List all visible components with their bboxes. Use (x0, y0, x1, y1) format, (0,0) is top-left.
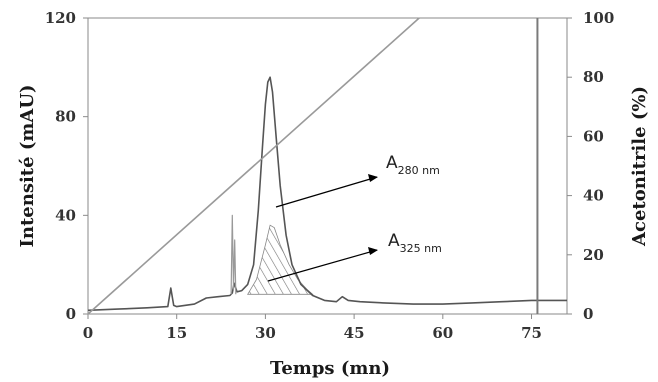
annotation-label-a280: A280 nm (386, 153, 440, 177)
x-axis-title: Temps (mn) (270, 358, 390, 379)
y-tick-label: 120 (45, 9, 76, 27)
annotation-a325-letter: A (388, 231, 400, 251)
y-tick-label: 40 (55, 206, 76, 224)
annotation-a325: A325 nm (267, 231, 442, 282)
x-tick-label: 75 (521, 324, 542, 342)
a325-spike-trace (230, 214, 237, 295)
y2-tick-label: 100 (583, 9, 614, 27)
y2-axis-title: Acetonitrile (%) (629, 86, 650, 247)
y-axis-title: Intensité (mAU) (17, 84, 38, 247)
x-tick-label: 45 (344, 324, 365, 342)
y2-tick-label: 80 (583, 68, 604, 86)
y2-tick-label: 0 (583, 305, 593, 323)
a280-trace (87, 76, 567, 312)
y2-tick-label: 20 (583, 246, 604, 264)
arrow-a325 (267, 249, 378, 282)
x-tick-label: 30 (255, 324, 276, 342)
annotation-a325-subscript: 325 nm (400, 242, 442, 255)
y2-tick-label: 60 (583, 127, 604, 145)
acetonitrile-gradient-line (87, 17, 420, 315)
arrowhead-a325 (368, 247, 378, 255)
annotation-a280-letter: A (386, 153, 398, 173)
plot-area (87, 17, 568, 315)
annotation-a280: A280 nm (275, 153, 440, 208)
y2-tick-label: 40 (583, 187, 604, 205)
annotation-label-a325: A325 nm (388, 231, 442, 255)
annotation-a280-subscript: 280 nm (398, 164, 440, 177)
x-tick-label: 60 (432, 324, 453, 342)
y-tick-label: 80 (55, 108, 76, 126)
arrow-a280 (275, 176, 378, 208)
x-tick-label: 15 (166, 324, 187, 342)
x-tick-label: 0 (83, 324, 93, 342)
y-tick-label: 0 (66, 305, 76, 323)
arrowhead-a280 (368, 174, 378, 182)
